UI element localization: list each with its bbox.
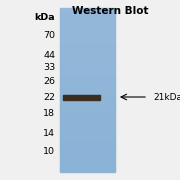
Bar — [60, 46, 115, 50]
Bar — [60, 33, 115, 36]
Bar — [60, 35, 115, 39]
Bar — [60, 24, 115, 28]
Bar — [60, 145, 115, 148]
Bar — [60, 8, 115, 11]
Bar — [60, 115, 115, 118]
Bar — [60, 55, 115, 58]
Text: 10: 10 — [43, 147, 55, 156]
Bar — [60, 109, 115, 112]
Bar — [60, 166, 115, 170]
Bar — [60, 156, 115, 159]
Bar — [60, 147, 115, 151]
Bar — [60, 63, 115, 66]
Bar — [60, 74, 115, 77]
Bar — [60, 90, 115, 93]
Bar — [60, 164, 115, 167]
Bar — [60, 60, 115, 63]
Bar — [60, 101, 115, 104]
Bar — [60, 57, 115, 60]
Bar — [60, 112, 115, 115]
Text: 14: 14 — [43, 129, 55, 138]
Bar — [60, 30, 115, 33]
Bar — [60, 19, 115, 22]
Bar — [60, 41, 115, 44]
Bar — [60, 79, 115, 82]
Text: 21kDa: 21kDa — [153, 93, 180, 102]
Bar — [60, 16, 115, 19]
Text: 18: 18 — [43, 109, 55, 118]
Bar — [60, 44, 115, 47]
Bar — [60, 49, 115, 52]
Bar — [60, 71, 115, 74]
Bar — [60, 98, 115, 102]
Bar — [60, 87, 115, 91]
Bar — [60, 128, 115, 132]
Bar — [60, 85, 115, 88]
Bar — [60, 139, 115, 142]
Text: 26: 26 — [43, 78, 55, 87]
Bar — [60, 93, 115, 96]
Bar — [60, 158, 115, 162]
Bar — [60, 82, 115, 85]
Bar — [60, 117, 115, 121]
Bar — [60, 123, 115, 126]
Text: 22: 22 — [43, 93, 55, 102]
Bar — [60, 104, 115, 107]
Bar — [60, 65, 115, 69]
Bar — [63, 94, 100, 100]
Text: 70: 70 — [43, 30, 55, 39]
Bar — [60, 27, 115, 30]
Bar — [60, 106, 115, 110]
Text: Western Blot: Western Blot — [72, 6, 148, 16]
Bar — [60, 134, 115, 137]
Bar — [60, 169, 115, 172]
Bar — [60, 68, 115, 71]
Bar — [60, 136, 115, 140]
Bar — [60, 150, 115, 153]
Bar — [60, 76, 115, 80]
Bar — [60, 22, 115, 25]
Text: 33: 33 — [43, 64, 55, 73]
Bar — [60, 95, 115, 99]
Bar — [60, 120, 115, 123]
Bar — [60, 14, 115, 17]
Bar — [60, 52, 115, 55]
Bar — [60, 131, 115, 134]
Text: kDa: kDa — [34, 14, 55, 22]
Bar — [60, 153, 115, 156]
Bar — [60, 38, 115, 41]
Bar — [60, 161, 115, 164]
Bar — [60, 142, 115, 145]
Text: 44: 44 — [43, 51, 55, 60]
Bar — [60, 11, 115, 14]
Bar — [60, 125, 115, 129]
